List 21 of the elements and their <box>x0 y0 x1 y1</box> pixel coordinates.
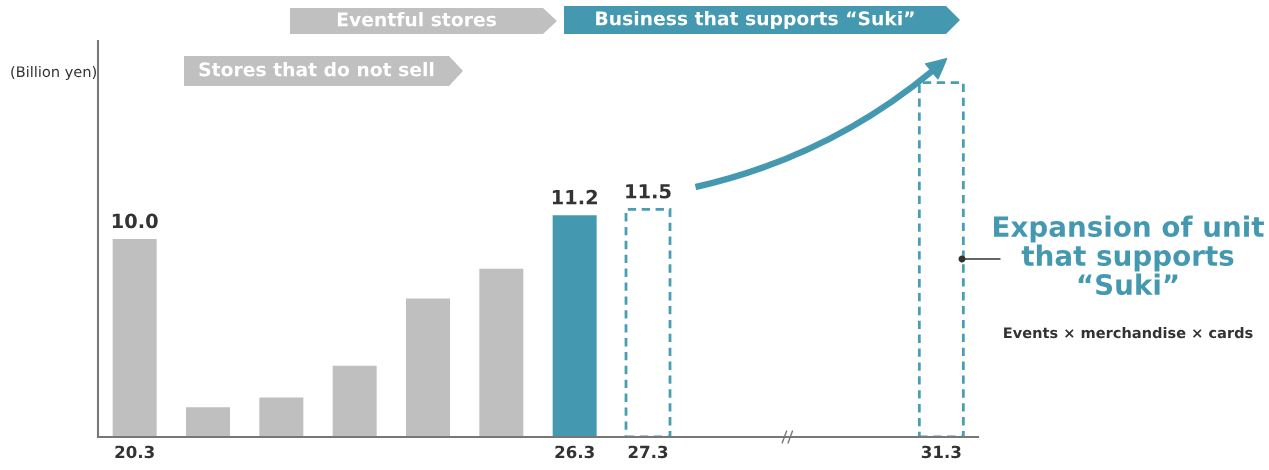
x-tick-label: 26.3 <box>555 445 594 459</box>
x-tick-label: 31.3 <box>921 445 961 459</box>
bar <box>186 407 230 437</box>
bar <box>406 298 450 437</box>
bar <box>259 397 304 437</box>
annotation: Stores that do not sell <box>199 61 434 77</box>
text: Expansion of unit that supports “Suki” <box>994 215 1264 296</box>
x-tick-label: 27.3 <box>628 445 668 459</box>
x-tick-label: 20.3 <box>115 445 154 459</box>
text: Eventful stores <box>337 11 496 27</box>
y-axis-title: (Billion yen) <box>11 65 96 81</box>
data-label: 10.0 <box>112 213 158 229</box>
text: Business that supports “Suki” <box>596 10 914 30</box>
bar <box>479 268 524 437</box>
bar <box>332 365 377 437</box>
data-label: 11.2 <box>552 189 597 205</box>
bar <box>112 239 157 437</box>
data-label: 11.5 <box>626 184 671 199</box>
bar <box>552 215 597 437</box>
text: Events × merchandise × cards <box>1004 326 1253 339</box>
bar <box>624 207 672 437</box>
